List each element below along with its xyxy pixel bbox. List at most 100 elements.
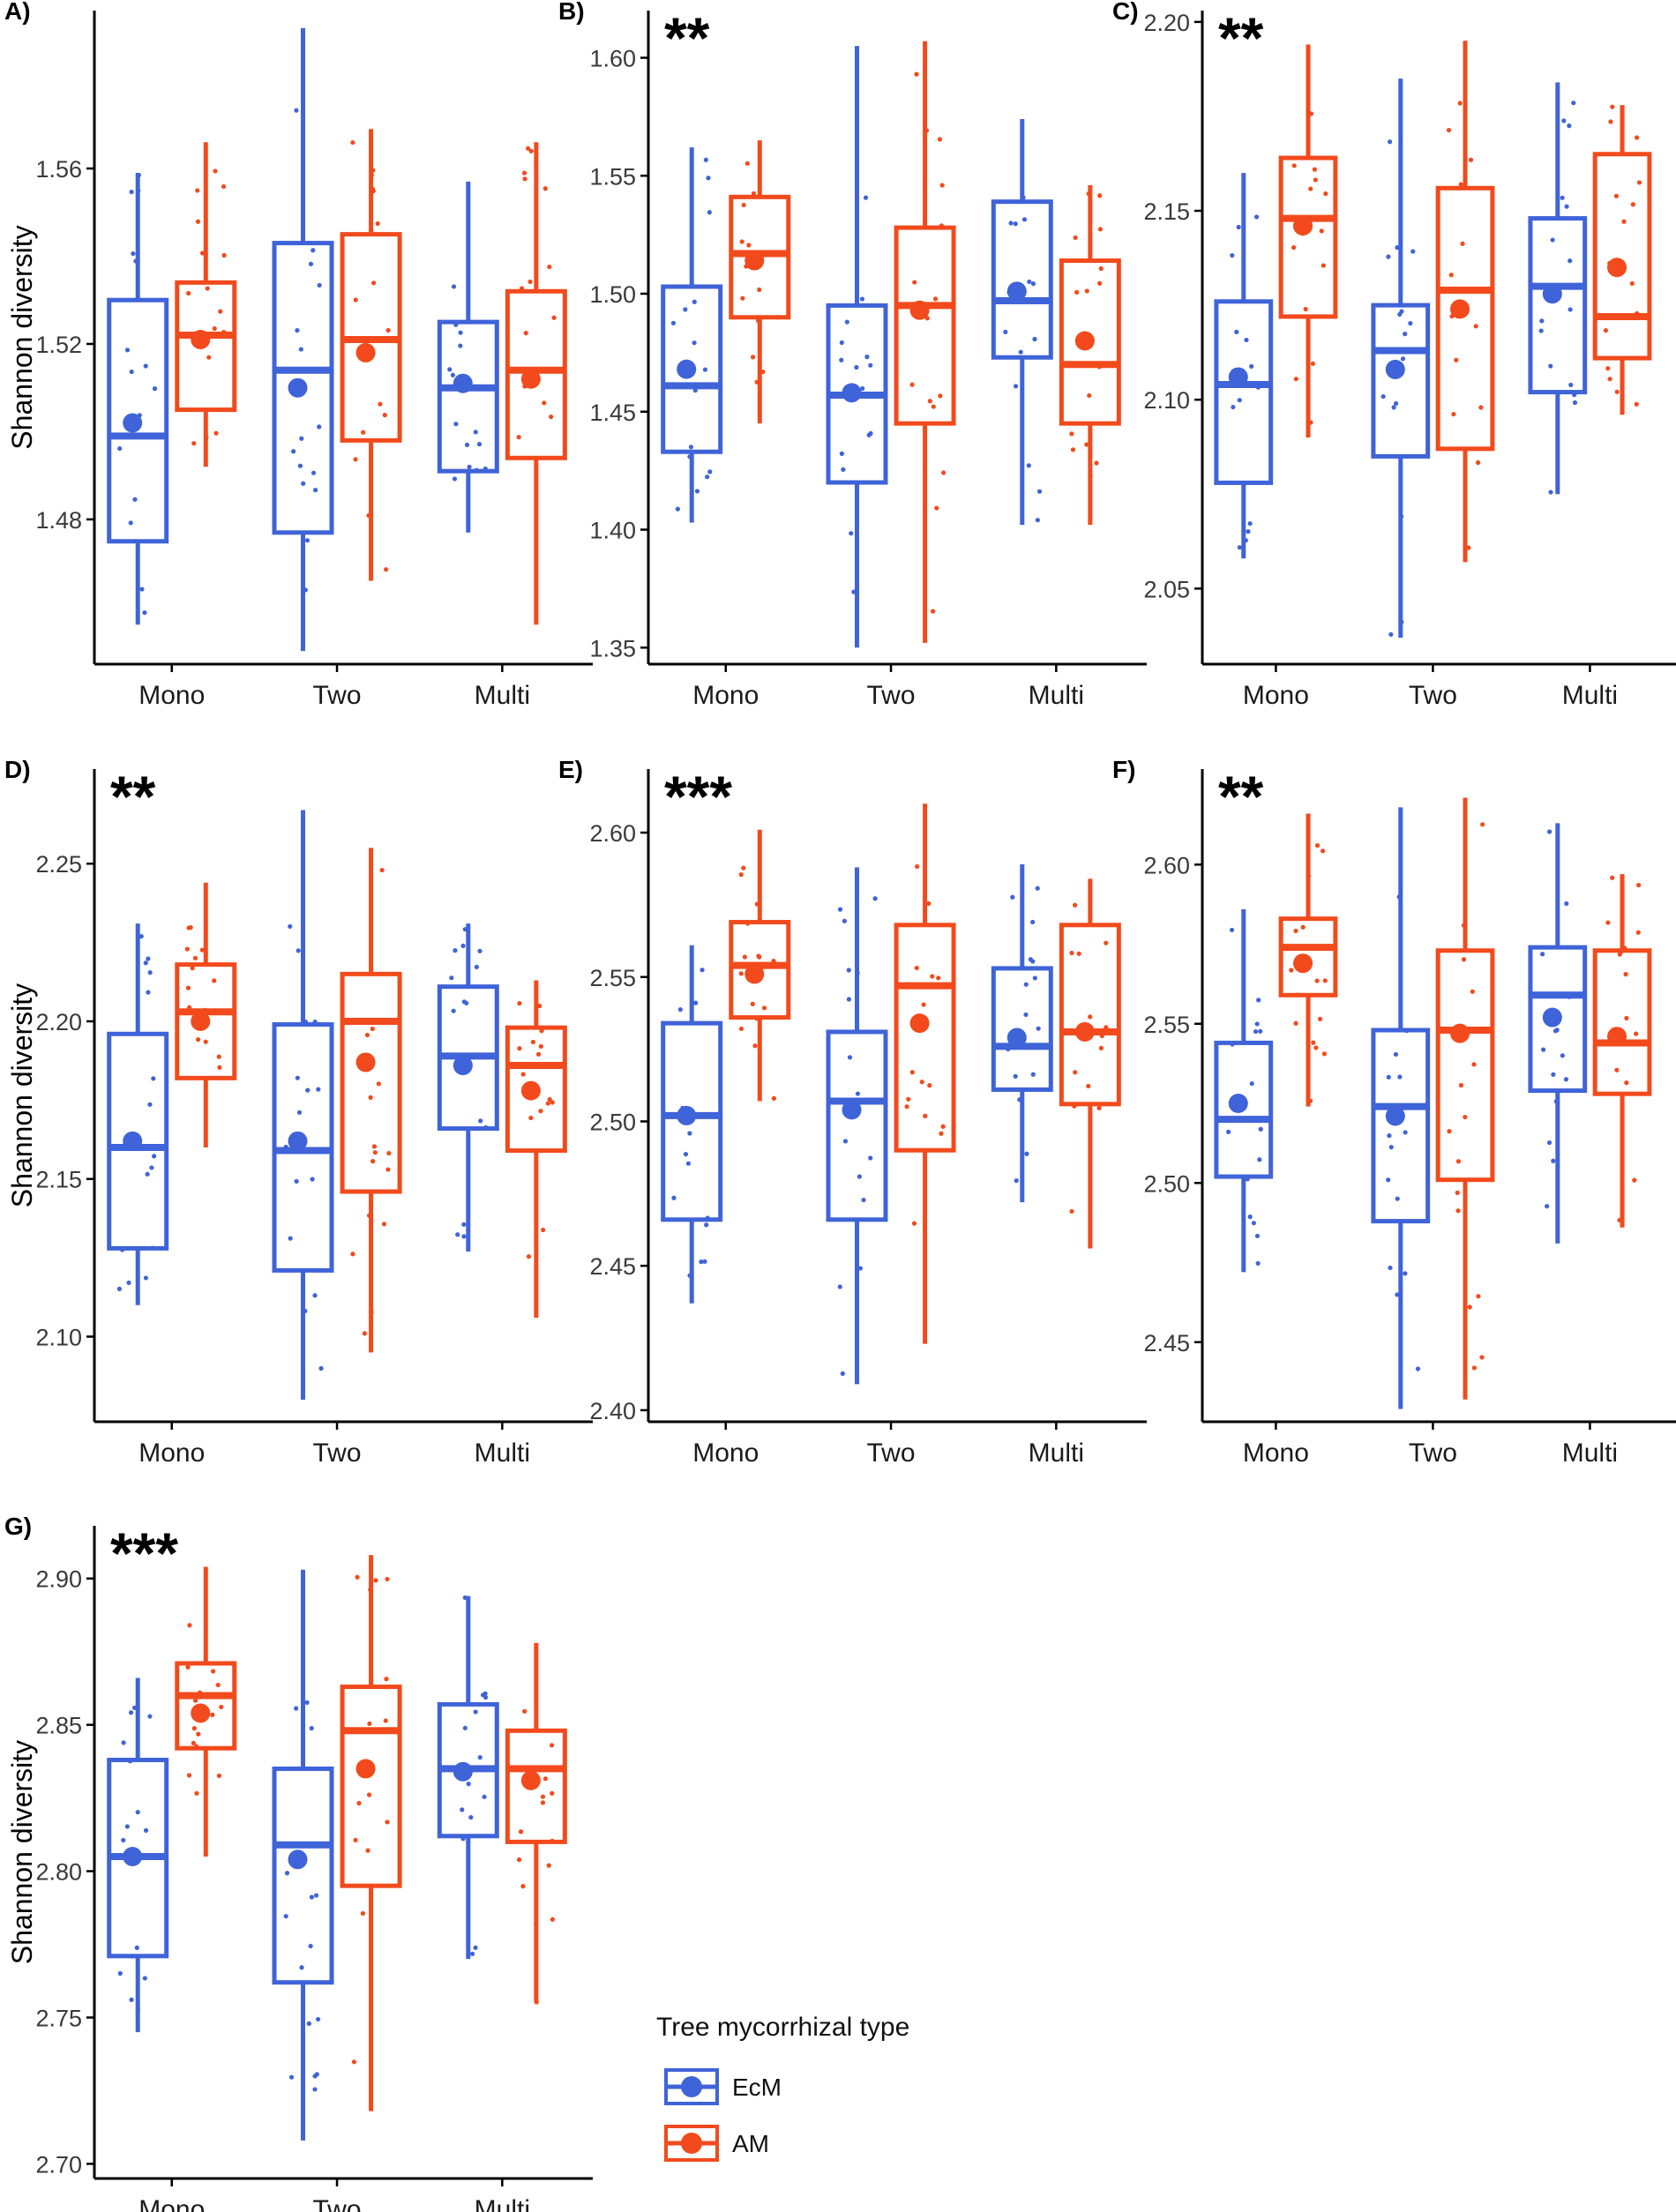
data-point <box>1246 529 1251 534</box>
data-point <box>199 250 206 256</box>
data-point <box>185 985 191 990</box>
data-point <box>1104 1025 1109 1030</box>
mean-point <box>191 1011 211 1031</box>
data-point <box>840 1371 845 1376</box>
box-ecm-two <box>272 27 334 652</box>
data-point <box>542 1776 549 1782</box>
panels: A) Shannon diversity 1.48 1.52 1.56 Mono Two Mu… <box>4 0 1676 2212</box>
box-ecm-mono <box>107 1678 169 2033</box>
data-point <box>542 186 548 191</box>
y-tick-label: 2.60 <box>1143 852 1190 878</box>
x-tick-label: Multi <box>1029 1439 1084 1468</box>
data-point <box>520 1884 526 1889</box>
data-point <box>142 609 147 616</box>
box-body <box>1592 152 1652 361</box>
data-point <box>152 386 158 392</box>
data-point <box>1388 139 1393 145</box>
data-point <box>1607 377 1612 382</box>
data-point <box>517 1046 522 1051</box>
data-point <box>474 964 479 970</box>
data-point <box>906 1096 911 1102</box>
data-point <box>545 1101 550 1106</box>
data-point <box>1249 1080 1254 1087</box>
data-point <box>1032 975 1037 981</box>
data-point <box>700 968 705 973</box>
panel-d: D) ** Shannon diversity 2.10 2.15 2.20 2.25 Mon… <box>4 756 593 1468</box>
data-point <box>1548 489 1553 495</box>
data-point <box>206 355 212 360</box>
data-point <box>1069 431 1074 437</box>
data-point <box>527 279 533 285</box>
data-point <box>687 1273 692 1278</box>
data-point <box>212 978 217 983</box>
data-point <box>1247 520 1253 527</box>
data-point <box>187 1623 192 1628</box>
data-point <box>1291 163 1297 168</box>
box-body <box>1371 303 1431 459</box>
data-point <box>1010 894 1015 900</box>
data-point <box>914 965 919 971</box>
data-point <box>210 1712 215 1717</box>
data-point <box>1388 1265 1393 1271</box>
data-point <box>528 1115 534 1121</box>
box-body <box>1278 155 1338 319</box>
data-point <box>930 974 935 979</box>
data-point <box>368 1095 373 1100</box>
box-am-mono <box>729 829 791 1102</box>
data-point <box>1603 328 1609 333</box>
data-point <box>350 139 355 146</box>
data-point <box>1476 460 1481 466</box>
data-point <box>294 1178 299 1184</box>
box-body <box>729 920 791 1020</box>
mean-point <box>909 1013 930 1034</box>
data-point <box>370 1026 375 1032</box>
data-point <box>313 1893 319 1898</box>
data-point <box>117 1970 123 1977</box>
data-point <box>1560 1053 1565 1058</box>
data-point <box>466 1840 471 1845</box>
data-point <box>121 1740 126 1745</box>
data-point <box>1400 356 1406 362</box>
box-am-two <box>340 848 402 1353</box>
data-point <box>483 1125 489 1130</box>
data-point <box>534 1921 539 1926</box>
data-point <box>482 1794 487 1799</box>
data-point <box>476 441 483 447</box>
box-ecm-two <box>826 46 888 648</box>
data-point <box>353 297 358 303</box>
data-point <box>461 1222 467 1227</box>
data-point <box>849 531 854 536</box>
data-point <box>1471 1062 1477 1067</box>
mean-point <box>191 329 211 349</box>
data-point <box>1568 258 1573 264</box>
data-point <box>550 1100 555 1105</box>
data-point <box>453 422 459 427</box>
data-point <box>197 1690 203 1695</box>
data-point <box>688 445 694 450</box>
data-point <box>306 2021 311 2026</box>
data-point <box>1097 227 1103 232</box>
data-point <box>1035 518 1040 523</box>
data-point <box>382 413 387 418</box>
data-point <box>294 1706 299 1711</box>
box-body <box>1371 1028 1431 1224</box>
y-tick-label: 1.50 <box>589 281 636 308</box>
data-point <box>1548 363 1553 369</box>
box-body <box>505 1728 567 1844</box>
data-point <box>1455 1190 1460 1195</box>
data-point <box>754 1016 759 1021</box>
mean-point <box>1006 1028 1027 1048</box>
data-point <box>1247 1214 1253 1220</box>
data-point <box>1388 1145 1394 1150</box>
data-point <box>542 400 547 406</box>
data-point <box>129 1997 134 2002</box>
data-point <box>739 239 744 244</box>
box-body <box>1435 948 1495 1183</box>
data-point <box>775 315 781 320</box>
data-point <box>1291 245 1297 250</box>
data-point <box>312 1020 318 1025</box>
data-point <box>1245 1177 1250 1182</box>
data-point <box>534 1721 539 1726</box>
data-point <box>1403 1130 1408 1135</box>
